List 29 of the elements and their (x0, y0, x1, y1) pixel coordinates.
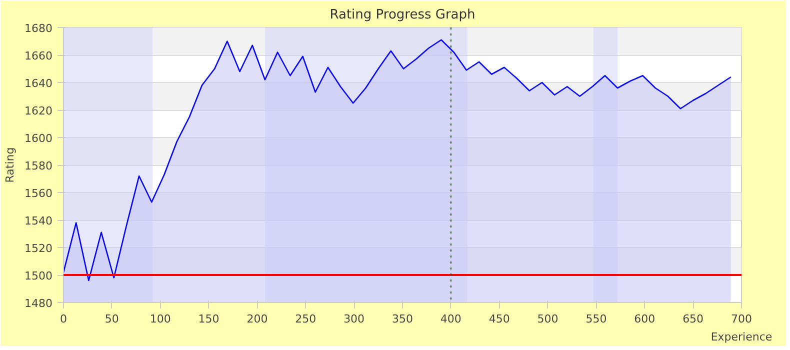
x-tick-label: 600 (634, 312, 656, 326)
y-tick-label: 1640 (24, 77, 53, 90)
y-tick-label: 1560 (24, 187, 53, 200)
x-tick-label: 700 (731, 312, 752, 326)
y-axis-title: Rating (4, 147, 17, 183)
x-tick-label: 350 (392, 312, 413, 326)
y-tick-label: 1580 (24, 160, 53, 172)
y-tick-label: 1500 (24, 270, 53, 282)
x-axis-title: Experience (710, 330, 772, 344)
y-tick-label: 1520 (24, 242, 53, 255)
y-tick-label: 1540 (24, 214, 53, 228)
x-tick-label: 400 (440, 312, 462, 326)
x-tick-label: 100 (150, 312, 171, 326)
x-tick-label: 450 (488, 312, 510, 326)
chart-title: Rating Progress Graph (330, 8, 476, 22)
y-tick-label: 1680 (24, 22, 53, 35)
y-tick-label: 1480 (24, 297, 53, 310)
x-tick-label: 0 (60, 312, 67, 326)
x-tick-label: 550 (586, 312, 607, 326)
x-tick-label: 650 (682, 312, 704, 326)
x-tick-label: 200 (246, 312, 268, 326)
x-tick-label: 50 (104, 312, 119, 326)
y-tick-label: 1660 (24, 50, 53, 62)
x-tick-label: 500 (537, 312, 558, 326)
x-tick-label: 150 (198, 312, 220, 326)
y-tick-label: 1620 (24, 104, 53, 118)
x-tick-label: 300 (344, 312, 365, 326)
y-tick-label: 1600 (24, 132, 53, 145)
x-tick-label: 250 (295, 312, 316, 326)
